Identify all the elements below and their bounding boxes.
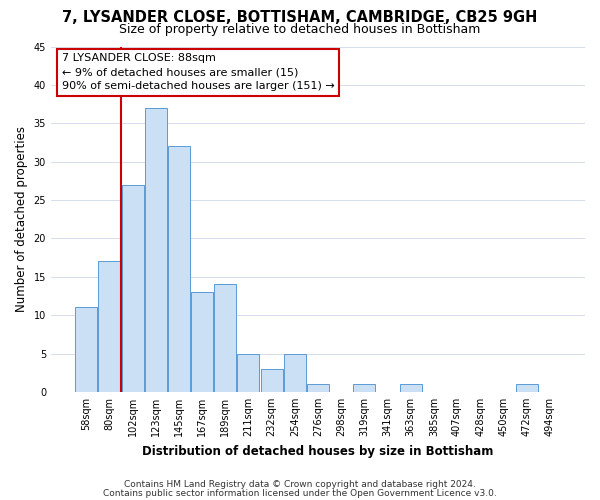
Text: Contains public sector information licensed under the Open Government Licence v3: Contains public sector information licen… (103, 488, 497, 498)
Text: Contains HM Land Registry data © Crown copyright and database right 2024.: Contains HM Land Registry data © Crown c… (124, 480, 476, 489)
Bar (75, 308, 97, 392)
Y-axis label: Number of detached properties: Number of detached properties (15, 126, 28, 312)
Bar (284, 354, 306, 392)
Bar (98, 262, 121, 392)
Bar (168, 146, 190, 392)
Text: Size of property relative to detached houses in Bottisham: Size of property relative to detached ho… (119, 22, 481, 36)
Bar (238, 354, 259, 392)
Bar (515, 384, 538, 392)
X-axis label: Distribution of detached houses by size in Bottisham: Distribution of detached houses by size … (142, 444, 494, 458)
Bar (145, 108, 167, 392)
Bar (260, 369, 283, 392)
Bar (353, 384, 376, 392)
Bar (191, 292, 213, 392)
Bar (214, 284, 236, 392)
Bar (307, 384, 329, 392)
Text: 7 LYSANDER CLOSE: 88sqm
← 9% of detached houses are smaller (15)
90% of semi-det: 7 LYSANDER CLOSE: 88sqm ← 9% of detached… (62, 54, 334, 92)
Bar (122, 184, 143, 392)
Text: 7, LYSANDER CLOSE, BOTTISHAM, CAMBRIDGE, CB25 9GH: 7, LYSANDER CLOSE, BOTTISHAM, CAMBRIDGE,… (62, 10, 538, 25)
Bar (400, 384, 422, 392)
